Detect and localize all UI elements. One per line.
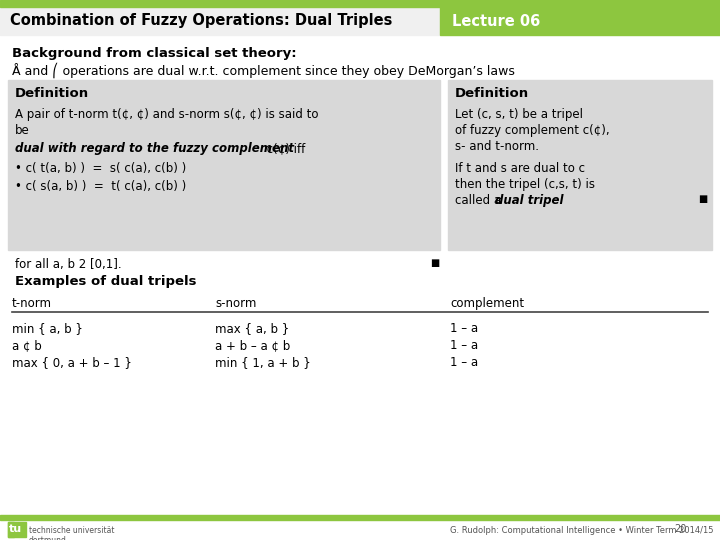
- Bar: [8, 522, 14, 537]
- Text: for all a, b 2 [0,1].: for all a, b 2 [0,1].: [15, 258, 122, 271]
- Text: min { 1, a + b }: min { 1, a + b }: [215, 356, 311, 369]
- Text: Background from classical set theory:: Background from classical set theory:: [12, 47, 297, 60]
- Text: ■: ■: [430, 258, 439, 268]
- Text: complement: complement: [450, 297, 524, 310]
- Text: s-norm: s-norm: [215, 297, 256, 310]
- Bar: [0, 7, 440, 35]
- Text: dual with regard to the fuzzy complement: dual with regard to the fuzzy complement: [15, 142, 294, 155]
- Text: G. Rudolph: Computational Intelligence • Winter Term 2014/15: G. Rudolph: Computational Intelligence •…: [450, 526, 714, 535]
- Bar: [8, 80, 440, 250]
- Text: Lecture 06: Lecture 06: [452, 14, 540, 29]
- Text: max { a, b }: max { a, b }: [215, 322, 289, 335]
- Text: 20: 20: [674, 524, 686, 534]
- Bar: [448, 80, 712, 250]
- Text: Combination of Fuzzy Operations: Dual Triples: Combination of Fuzzy Operations: Dual Tr…: [10, 14, 392, 29]
- Text: Let (c, s, t) be a tripel: Let (c, s, t) be a tripel: [455, 108, 583, 121]
- Text: c(¢) iff: c(¢) iff: [263, 142, 305, 155]
- Text: • c( s(a, b) )  =  t( c(a), c(b) ): • c( s(a, b) ) = t( c(a), c(b) ): [15, 180, 186, 193]
- Bar: [0, 0, 720, 7]
- Text: ■: ■: [698, 194, 707, 204]
- Text: of fuzzy complement c(¢),: of fuzzy complement c(¢),: [455, 124, 610, 137]
- Text: A pair of t-norm t(¢, ¢) and s-norm s(¢, ¢) is said to: A pair of t-norm t(¢, ¢) and s-norm s(¢,…: [15, 108, 318, 121]
- Text: max { 0, a + b – 1 }: max { 0, a + b – 1 }: [12, 356, 132, 369]
- Text: called a: called a: [455, 194, 505, 207]
- Text: Examples of dual tripels: Examples of dual tripels: [15, 275, 197, 288]
- Text: technische universität
dortmund: technische universität dortmund: [29, 526, 114, 540]
- Bar: [0, 515, 720, 520]
- Text: a ¢ b: a ¢ b: [12, 339, 42, 352]
- Bar: [440, 7, 720, 35]
- Text: • c( t(a, b) )  =  s( c(a), c(b) ): • c( t(a, b) ) = s( c(a), c(b) ): [15, 162, 186, 175]
- Text: a + b – a ¢ b: a + b – a ¢ b: [215, 339, 290, 352]
- Text: Definition: Definition: [455, 87, 529, 100]
- Text: min { a, b }: min { a, b }: [12, 322, 83, 335]
- Text: Definition: Definition: [15, 87, 89, 100]
- Text: Å and ⎛ operations are dual w.r.t. complement since they obey DeMorgan’s laws: Å and ⎛ operations are dual w.r.t. compl…: [12, 62, 515, 78]
- Bar: [8, 522, 26, 537]
- Text: If t and s are dual to c: If t and s are dual to c: [455, 162, 585, 175]
- Text: dual tripel: dual tripel: [495, 194, 564, 207]
- Text: 1 – a: 1 – a: [450, 356, 478, 369]
- Text: s- and t-norm.: s- and t-norm.: [455, 140, 539, 153]
- Text: 1 – a: 1 – a: [450, 339, 478, 352]
- Text: be: be: [15, 124, 30, 137]
- Text: 1 – a: 1 – a: [450, 322, 478, 335]
- Text: then the tripel (c,s, t) is: then the tripel (c,s, t) is: [455, 178, 595, 191]
- Text: tu: tu: [9, 524, 22, 534]
- Text: t-norm: t-norm: [12, 297, 52, 310]
